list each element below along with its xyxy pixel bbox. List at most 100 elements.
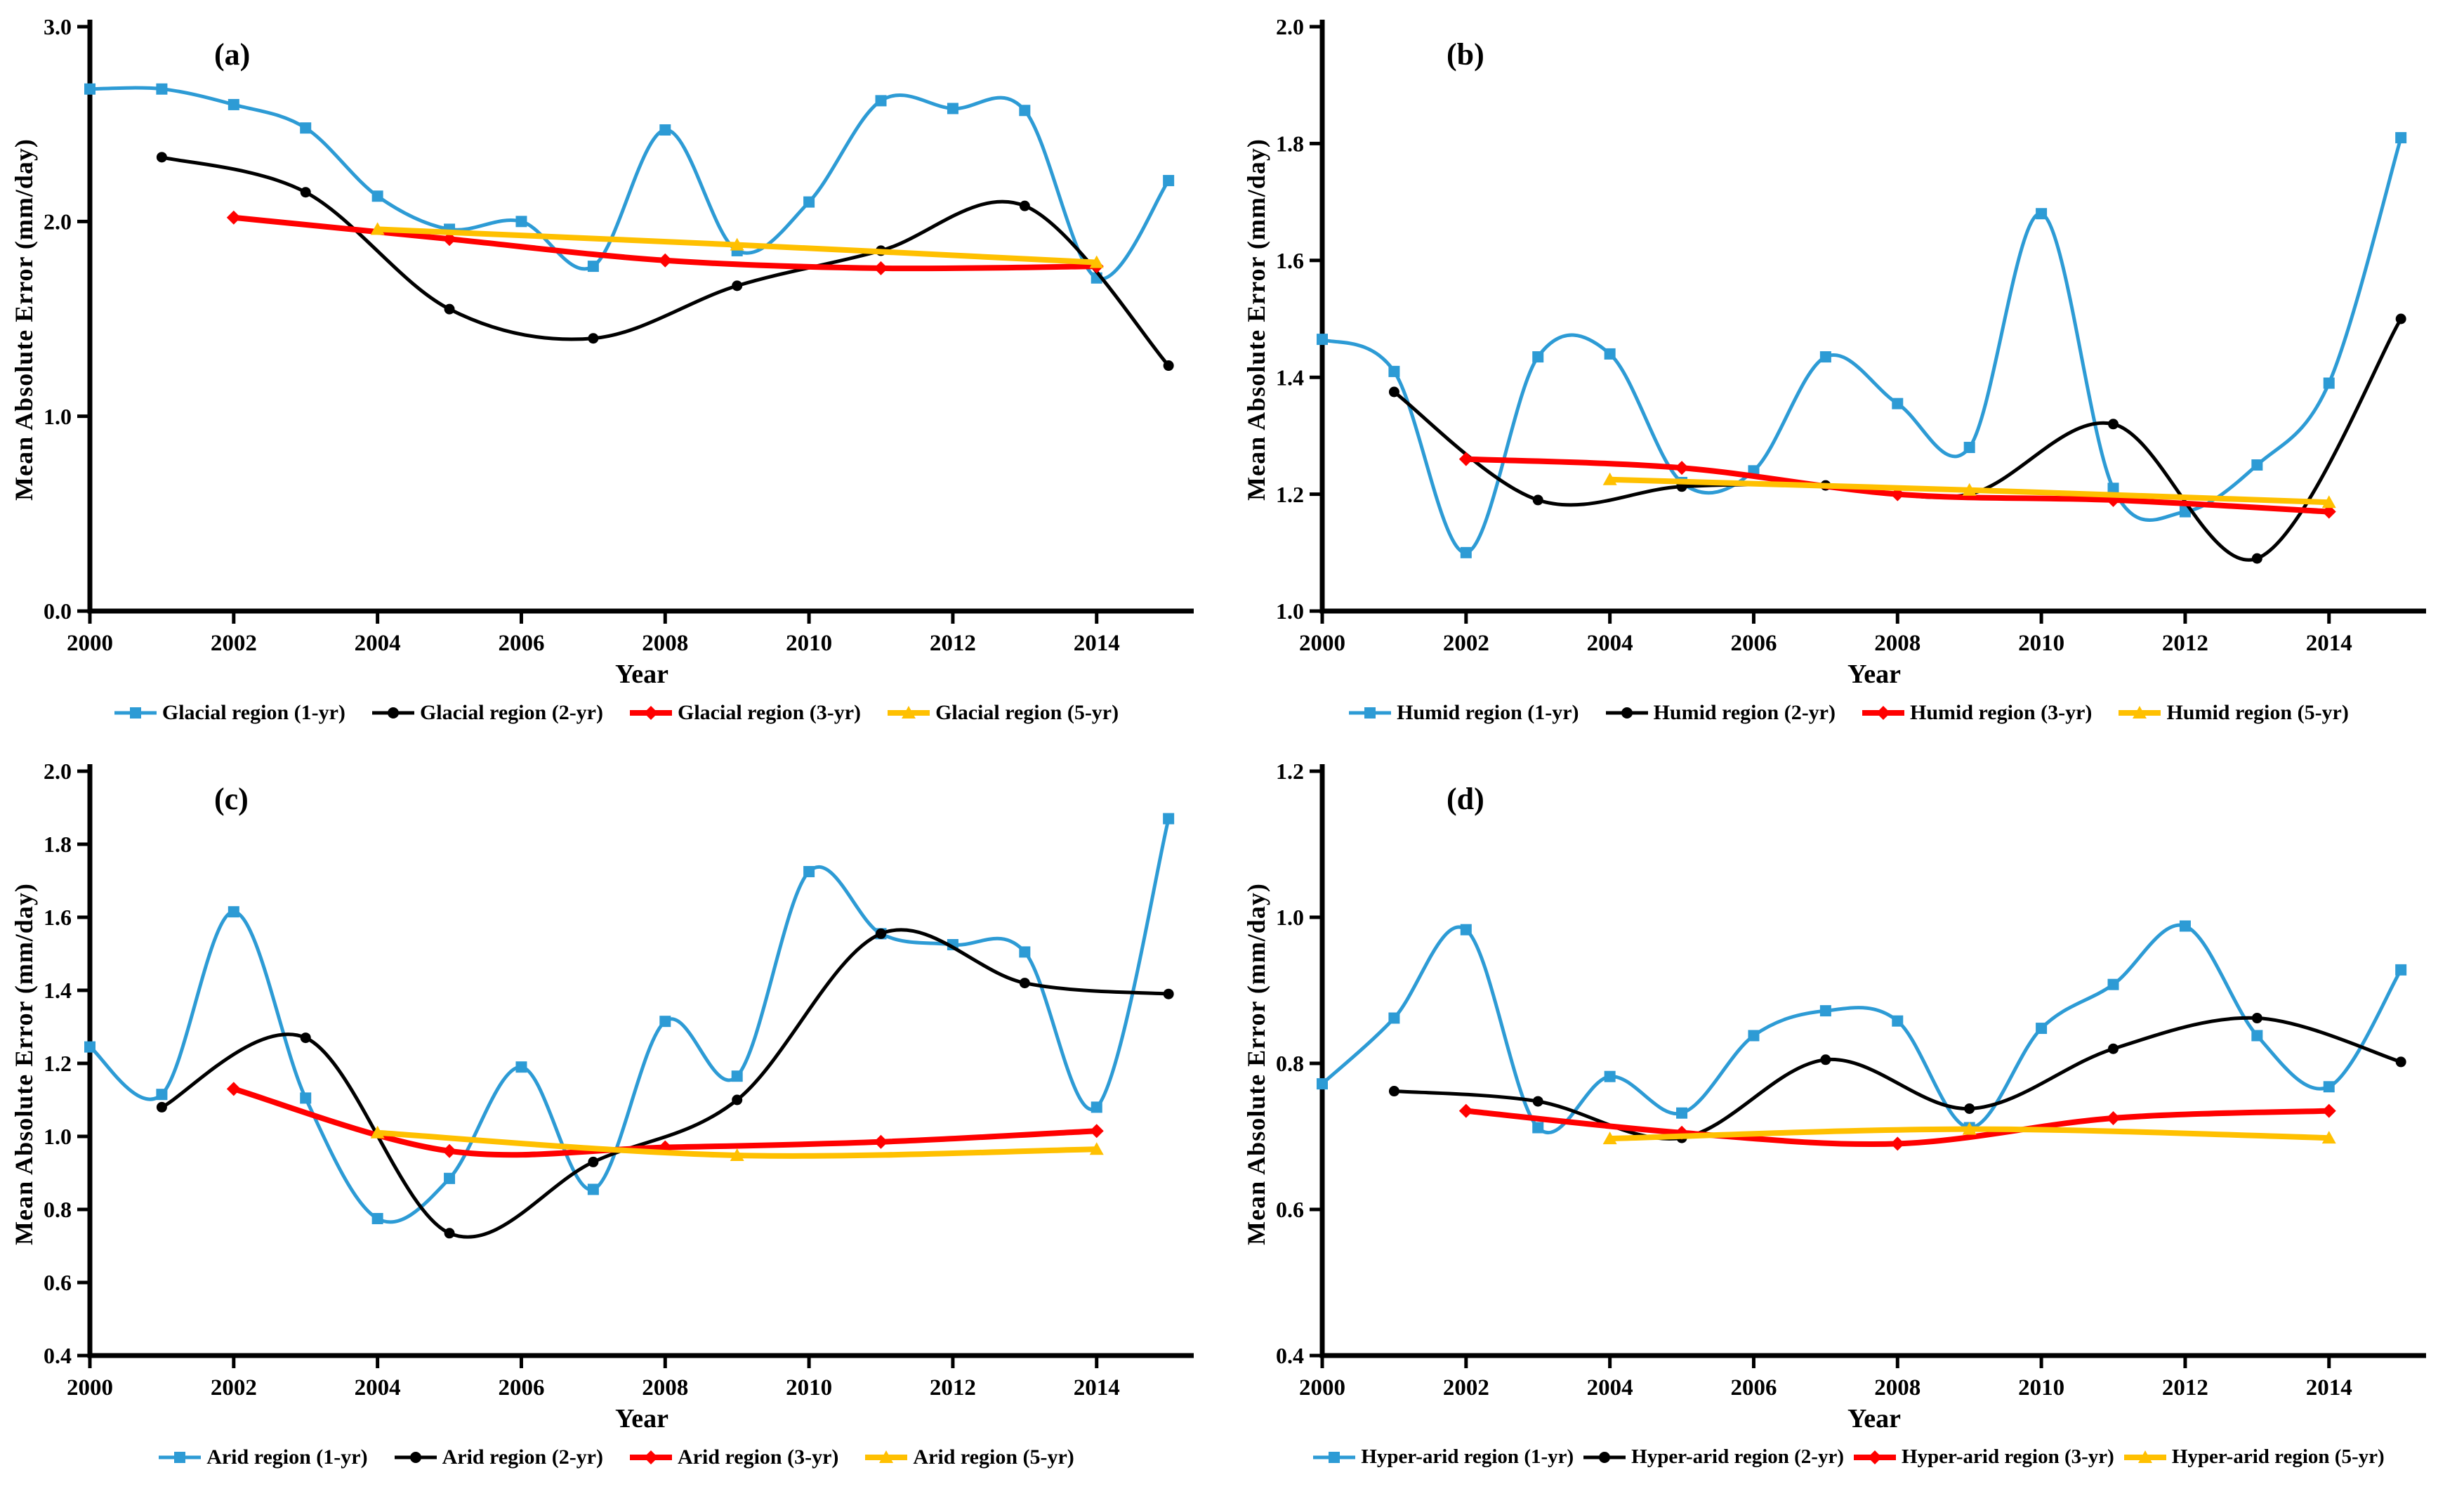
marker-diamond xyxy=(1890,487,1905,501)
marker-square xyxy=(1460,924,1472,936)
x-axis-label: Year xyxy=(1847,660,1901,689)
x-tick-label: 2006 xyxy=(1730,1375,1777,1401)
marker-circle xyxy=(1163,360,1174,372)
legend-label: Arid region (2-yr) xyxy=(442,1445,603,1469)
legend-item: Glacial region (1-yr) xyxy=(113,701,345,725)
legend-label: Humid region (5-yr) xyxy=(2166,701,2349,724)
marker-triangle xyxy=(370,1125,385,1139)
legend-item: Hyper-arid region (3-yr) xyxy=(1852,1445,2114,1469)
x-tick-label: 2010 xyxy=(786,1375,832,1401)
marker-circle xyxy=(1599,1451,1611,1463)
marker-square xyxy=(1819,1005,1831,1017)
series-line-1 xyxy=(1392,317,2403,562)
marker-square xyxy=(1676,1107,1688,1119)
marker-square xyxy=(1388,1012,1400,1024)
y-tick-label: 0.6 xyxy=(44,1270,72,1295)
marker-circle xyxy=(1388,1086,1399,1097)
marker-square xyxy=(659,1016,671,1028)
x-tick-label: 2014 xyxy=(2306,1375,2352,1401)
marker-square xyxy=(371,1213,383,1224)
legend-key-circle-icon xyxy=(1605,707,1648,719)
y-tick-label: 0.8 xyxy=(1276,1051,1304,1076)
marker-square xyxy=(228,906,239,918)
marker-square xyxy=(947,103,958,114)
x-tick-label: 2004 xyxy=(355,1375,401,1401)
marker-square xyxy=(2395,964,2407,976)
y-tick-label: 3.0 xyxy=(44,14,72,39)
legend-item: Hyper-arid region (5-yr) xyxy=(2123,1445,2385,1469)
marker-square xyxy=(803,866,815,877)
marker-circle xyxy=(300,1032,311,1044)
marker-circle xyxy=(300,187,311,198)
legend-key-square-icon xyxy=(1313,1451,1356,1463)
marker-diamond xyxy=(658,253,673,268)
marker-circle xyxy=(2395,1056,2406,1068)
marker-square xyxy=(587,261,599,273)
marker-square xyxy=(2323,377,2335,389)
marker-diamond xyxy=(442,1143,457,1158)
marker-square xyxy=(2323,1081,2335,1093)
marker-square xyxy=(587,1183,599,1195)
legend-key-circle-icon xyxy=(371,707,414,719)
marker-square xyxy=(1163,813,1175,825)
marker-diamond xyxy=(874,261,888,275)
legend-item: Hyper-arid region (1-yr) xyxy=(1312,1445,1574,1469)
y-tick-label: 1.0 xyxy=(1276,905,1304,930)
legend-item: Glacial region (3-yr) xyxy=(628,701,861,725)
x-tick-label: 2010 xyxy=(2018,1375,2064,1401)
panel-letter: (c) xyxy=(214,782,249,816)
marker-triangle xyxy=(370,222,385,235)
marker-circle xyxy=(1532,1096,1543,1107)
marker-square xyxy=(1748,1030,1760,1042)
marker-square xyxy=(1364,707,1376,719)
marker-square xyxy=(515,1061,527,1073)
x-tick-label: 2004 xyxy=(355,631,401,656)
x-tick-label: 2014 xyxy=(1074,631,1120,656)
marker-circle xyxy=(1820,1054,1831,1065)
marker-circle xyxy=(1964,1103,1975,1114)
marker-square xyxy=(515,216,527,228)
marker-square xyxy=(1019,105,1031,117)
x-tick-label: 2006 xyxy=(498,1375,544,1401)
marker-circle xyxy=(1388,386,1399,398)
y-tick-label: 1.0 xyxy=(44,1124,72,1149)
marker-square xyxy=(444,1172,456,1184)
x-tick-label: 2012 xyxy=(930,1375,976,1401)
legend-item: Humid region (3-yr) xyxy=(1861,701,2092,725)
marker-square xyxy=(1163,175,1175,187)
legend-label: Arid region (3-yr) xyxy=(678,1445,839,1469)
marker-circle xyxy=(156,1101,167,1113)
marker-square xyxy=(2107,978,2119,990)
legend-label: Arid region (1-yr) xyxy=(206,1445,368,1469)
marker-diamond xyxy=(1458,1103,1473,1118)
legend-item: Arid region (1-yr) xyxy=(157,1445,368,1469)
y-tick-label: 2.0 xyxy=(44,759,72,784)
legend-key-triangle-icon xyxy=(865,1450,908,1463)
marker-diamond xyxy=(2106,1111,2121,1125)
x-tick-label: 2002 xyxy=(211,1375,257,1401)
marker-triangle xyxy=(2133,706,2147,719)
marker-circle xyxy=(588,333,599,344)
x-tick-label: 2008 xyxy=(642,1375,688,1401)
marker-diamond xyxy=(226,1082,241,1096)
marker-square xyxy=(1819,351,1831,363)
marker-circle xyxy=(2108,1043,2119,1054)
legend-key-diamond-icon xyxy=(1862,706,1904,720)
panel-letter: (d) xyxy=(1447,782,1484,816)
marker-square xyxy=(156,1089,168,1101)
legend-key-triangle-icon xyxy=(888,706,930,719)
x-tick-label: 2014 xyxy=(1074,1375,1120,1401)
x-tick-label: 2002 xyxy=(1443,1375,1489,1401)
y-tick-label: 1.4 xyxy=(44,978,72,1003)
panel-b: 1.0 1.2 1.4 1.6 1.8 2.0 2000 2002 2004 2006 2008 20… xyxy=(1232,0,2464,744)
marker-triangle xyxy=(2321,1131,2336,1144)
axes xyxy=(87,20,1194,614)
x-tick-label: 2004 xyxy=(1587,1375,1633,1401)
marker-square xyxy=(2036,1023,2048,1035)
x-tick-label: 2012 xyxy=(2162,631,2208,656)
legend-item: Humid region (5-yr) xyxy=(2117,701,2349,725)
legend-item: Arid region (5-yr) xyxy=(864,1445,1074,1469)
marker-square xyxy=(1532,351,1544,363)
marker-square xyxy=(1388,365,1400,377)
marker-square xyxy=(1604,1070,1616,1082)
